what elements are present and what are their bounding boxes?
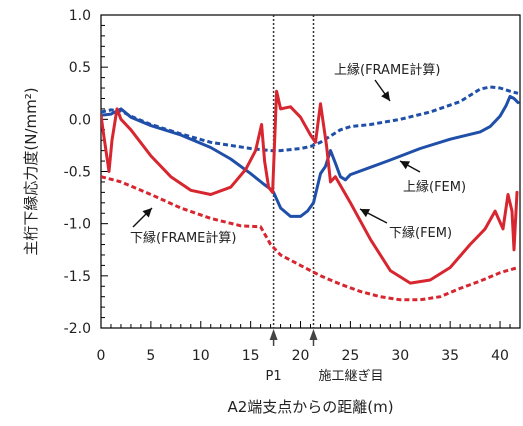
arrow-head-icon (381, 91, 390, 101)
series-annotation: 上縁(FRAME計算) (334, 62, 440, 78)
series-annotation: 上縁(FEM) (403, 179, 466, 195)
x-axis-title: A2端支点からの距離(m) (227, 398, 393, 416)
arrow-head-icon (142, 208, 152, 218)
y-tick-label: 0.0 (69, 112, 91, 128)
vline-label: P1 (266, 369, 282, 384)
x-tick-label: 20 (292, 348, 310, 364)
vline-label: 施工継ぎ目 (318, 369, 383, 384)
arrow-head-icon (400, 161, 411, 170)
series-line-3 (101, 175, 519, 302)
x-tick-label: 25 (341, 348, 359, 364)
x-tick-label: 40 (491, 348, 509, 364)
x-tick-label: 30 (391, 348, 409, 364)
series-line-1 (101, 94, 520, 218)
y-tick-label: -1.0 (64, 217, 91, 233)
y-tick-label: -2.0 (64, 321, 91, 337)
x-tick-label: 10 (192, 348, 210, 364)
series-annotation: 下縁(FEM) (389, 225, 452, 241)
y-tick-label: -1.5 (64, 269, 91, 285)
x-tick-label: 5 (146, 348, 155, 364)
series-line-0 (101, 85, 519, 153)
arrow-up-icon (269, 329, 278, 340)
y-axis-title: 主桁下縁応力度(N/mm²) (22, 87, 40, 255)
arrow-head-icon (360, 209, 371, 218)
series-line-2 (101, 89, 519, 285)
x-tick-label: 15 (242, 348, 260, 364)
y-tick-label: 0.5 (69, 60, 91, 76)
y-tick-label: -0.5 (64, 165, 91, 181)
x-tick-label: 0 (97, 348, 106, 364)
series-annotation: 下縁(FRAME計算) (130, 230, 236, 246)
y-tick-label: 1.0 (69, 8, 91, 24)
arrow-up-icon (309, 329, 318, 340)
x-tick-label: 35 (441, 348, 459, 364)
